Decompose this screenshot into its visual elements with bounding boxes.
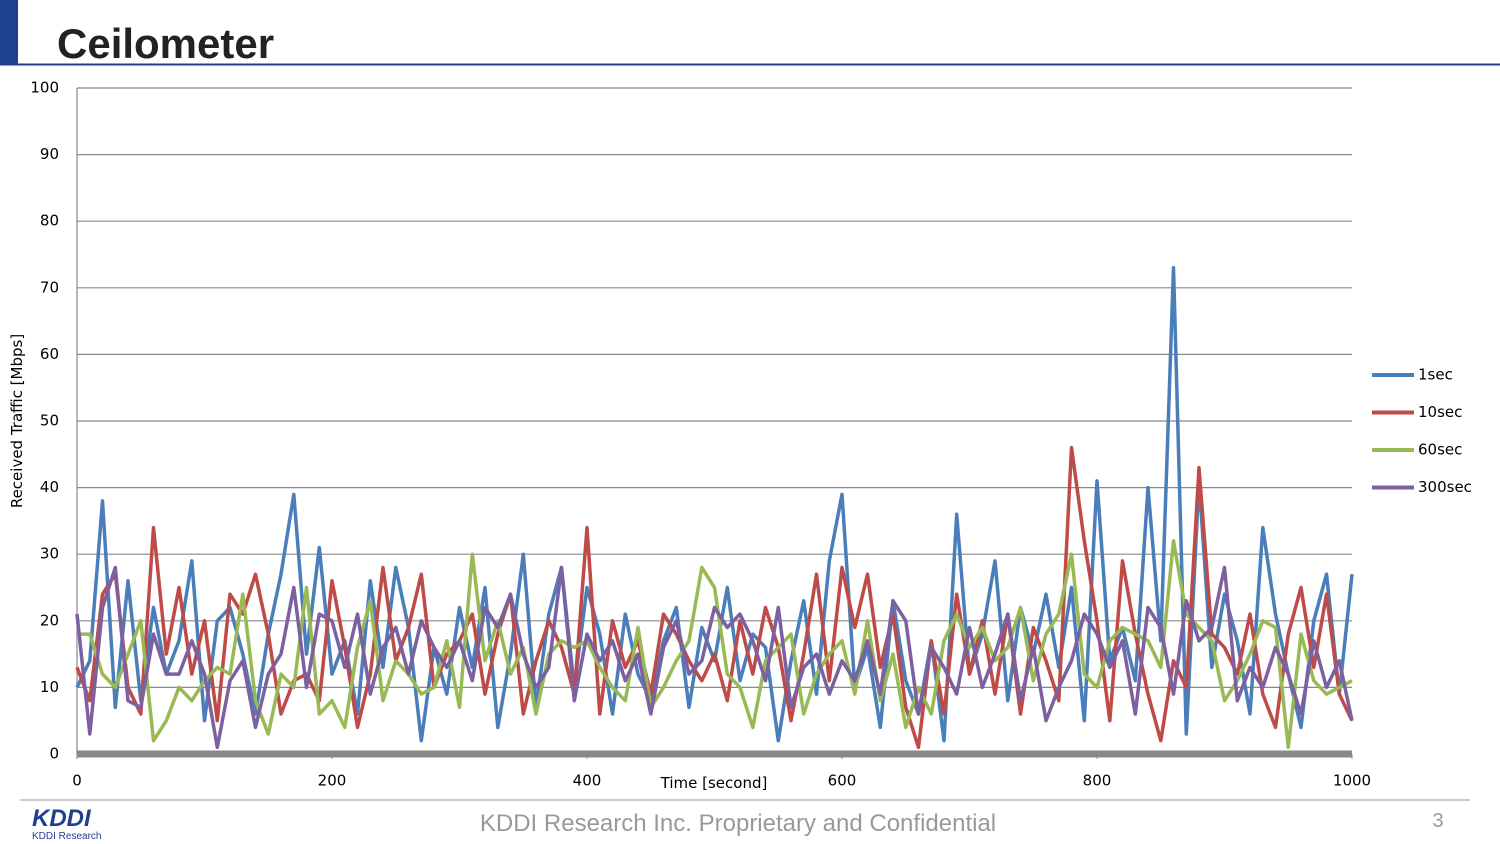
logo-text: KDDI Research [32, 831, 101, 842]
x-tick-label: 800 [1083, 772, 1112, 790]
series-line [75, 445, 1354, 750]
x-axis-title: Time [second] [660, 774, 768, 792]
x-tick-label: 0 [72, 772, 82, 790]
y-tick-label: 100 [30, 79, 59, 97]
footer-text: KDDI Research Inc. Proprietary and Confi… [480, 810, 996, 837]
y-axis-title: Received Traffic [Mbps] [8, 334, 26, 508]
y-tick-label: 60 [40, 345, 59, 363]
x-tick-label: 400 [573, 772, 602, 790]
y-tick-label: 80 [40, 212, 59, 230]
x-tick-label: 200 [318, 772, 347, 790]
y-tick-label: 10 [40, 678, 59, 696]
y-tick-label: 50 [40, 412, 59, 430]
legend-label: 1sec [1418, 366, 1453, 384]
y-tick-label: 20 [40, 611, 59, 629]
logo-mark: KDDI [32, 805, 92, 832]
x-tick-label: 1000 [1333, 772, 1371, 790]
legend-label: 300sec [1418, 478, 1472, 496]
legend-label: 10sec [1418, 403, 1462, 421]
x-tick-label: 600 [828, 772, 857, 790]
series-line [75, 266, 1354, 743]
series-line [75, 565, 1354, 750]
y-tick-label: 40 [40, 478, 59, 496]
y-tick-label: 70 [40, 278, 59, 296]
legend-label: 60sec [1418, 441, 1462, 459]
page-number: 3 [1432, 810, 1443, 832]
y-tick-label: 0 [49, 745, 59, 763]
y-tick-label: 30 [40, 545, 59, 563]
slide-title: Ceilometer [57, 20, 274, 67]
header-bar [0, 0, 18, 64]
series-line [77, 539, 1353, 750]
y-tick-label: 90 [40, 145, 59, 163]
